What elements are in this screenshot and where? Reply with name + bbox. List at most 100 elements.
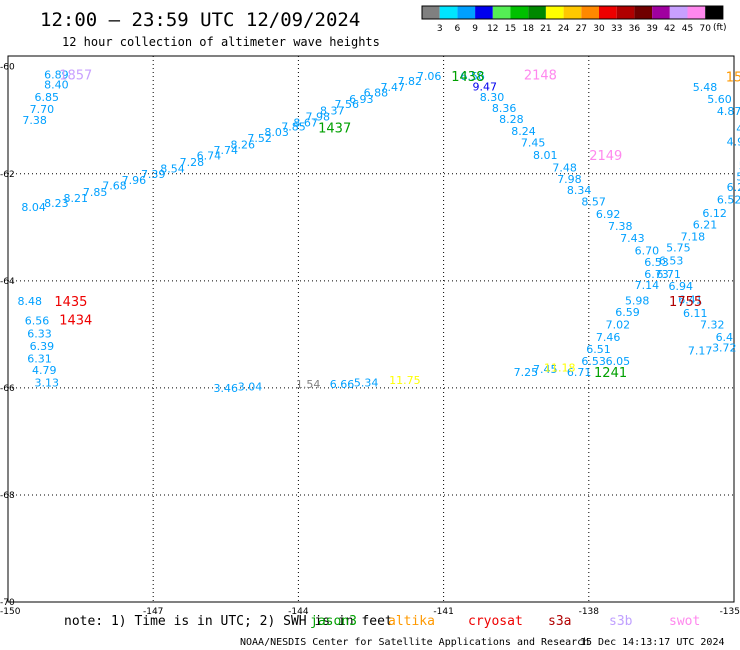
wave-height-point: 6.05 <box>606 355 631 368</box>
wave-height-point: 7.85 <box>83 186 108 199</box>
wave-height-point: 6.11 <box>683 307 708 320</box>
plot-frame <box>7 55 735 603</box>
axis-tick-labels: -150 -147 -144 -141 -138 -135 -60 -62 -64 -66 -68 -… <box>0 63 740 617</box>
wave-height-point: 7.38 <box>22 114 47 127</box>
legend-swatch <box>422 6 440 19</box>
wave-height-point: 7.85 <box>281 121 306 134</box>
footer-note: note: 1) Time is in UTC; 2) SWH is in fe… <box>64 614 393 629</box>
y-tick-label: -62 <box>0 170 15 180</box>
wave-height-point: 5.60 <box>707 93 732 106</box>
wave-height-point: 5.34 <box>354 377 379 390</box>
wave-height-point: 7.47 <box>381 81 406 94</box>
legend-swatch <box>634 6 653 19</box>
wave-height-point: 8.21 <box>64 192 89 205</box>
wave-height-point: 8.23 <box>44 197 69 210</box>
y-tick-label: -64 <box>0 277 15 287</box>
wave-height-point: 9.47 <box>472 81 497 94</box>
wave-height-point: 4.87 <box>717 105 740 118</box>
chart-subtitle: 12 hour collection of altimeter wave hei… <box>62 35 380 49</box>
wave-height-point: 8.40 <box>44 78 69 91</box>
wave-height-point: 7.70 <box>30 103 55 116</box>
legend-unit: (ft) <box>713 23 727 33</box>
wave-height-point: 4.95 <box>727 136 740 149</box>
chart-title: 12:00 – 23:59 UTC 12/09/2024 <box>40 9 360 31</box>
satellite-legend-item: altika <box>388 614 435 629</box>
legend-label: 45 <box>682 24 693 34</box>
pass-time-annotation: 1755 <box>669 295 702 310</box>
satellite-legend-item: cryosat <box>468 614 523 629</box>
wave-height-point: 7.06 <box>417 70 442 83</box>
wave-height-point: 8.34 <box>567 184 592 197</box>
wave-height-point: 6.88 <box>364 86 389 99</box>
satellite-legend-item: jason3 <box>310 614 357 629</box>
pass-time-annotation: 1437 <box>318 122 351 137</box>
wave-height-point: 6.12 <box>702 207 727 220</box>
wave-height-point: 3.72 <box>712 342 737 355</box>
wave-height-point: 7.98 <box>557 173 582 186</box>
legend-swatch <box>581 6 599 19</box>
wave-height-point: 8.28 <box>499 113 524 126</box>
wave-height-point: 6.51 <box>586 343 611 356</box>
wave-height-point: 8.01 <box>533 149 558 162</box>
legend-swatch <box>528 6 546 19</box>
legend-label: 3 <box>437 24 443 34</box>
legend-label: 9 <box>472 24 478 34</box>
y-tick-label: -66 <box>0 384 15 394</box>
legend-swatch <box>652 6 670 19</box>
legend-label: 42 <box>664 24 675 34</box>
satellite-legend-item: s3b <box>609 614 633 629</box>
x-tick-label: -150 <box>0 607 21 617</box>
wave-height-point: 8.30 <box>480 91 505 104</box>
y-tick-label: -70 <box>0 598 15 608</box>
legend-swatch <box>439 6 458 19</box>
wave-height-point: 7.98 <box>306 110 331 123</box>
wave-height-point: 6.71 <box>656 268 681 281</box>
legend-label: 12 <box>487 24 498 34</box>
wave-height-point: 7.56 <box>335 98 360 111</box>
legend-border <box>421 5 724 20</box>
wave-height-point: 6.73 <box>644 268 669 281</box>
wave-height-point: 5.98 <box>625 295 650 308</box>
wave-height-point: 8.24 <box>511 125 536 138</box>
pass-time-annotation: 2149 <box>589 149 622 164</box>
wave-height-point: 1.54 <box>296 378 321 391</box>
grid-lines <box>8 56 734 602</box>
legend-label: 36 <box>629 24 641 34</box>
legend-swatch <box>687 6 706 19</box>
pass-time-annotation: 1857 <box>59 69 92 84</box>
x-tick-label: -144 <box>288 607 309 617</box>
legend-swatch <box>475 6 493 19</box>
x-tick-label: -141 <box>433 607 453 617</box>
wave-height-point: 8.26 <box>230 138 255 151</box>
wave-height-point: 7.45 <box>521 137 546 150</box>
wave-height-point: 8.03 <box>264 126 289 139</box>
legend-label: 6 <box>455 24 461 34</box>
legend-label: 15 <box>505 24 516 34</box>
satellite-legend-item: s3a <box>548 614 571 629</box>
wave-height-point: 7.17 <box>688 344 713 357</box>
wave-height-point: 6.39 <box>30 340 55 353</box>
wave-height-point: 7.48 <box>552 161 577 174</box>
wave-height-point: 8.57 <box>581 196 606 209</box>
wave-height-point: 6.33 <box>27 327 52 340</box>
x-tick-label: -138 <box>579 607 600 617</box>
wave-height-point: 8.67 <box>293 116 318 129</box>
pass-time-annotation: 15 <box>726 70 740 85</box>
wave-height-point: 6.70 <box>635 244 660 257</box>
legend-swatch <box>457 6 476 19</box>
wave-height-point: 7.45 <box>533 363 558 376</box>
wave-height-point: 7.46 <box>596 331 621 344</box>
wave-height-point: 6.4 <box>716 331 734 344</box>
legend-label: 21 <box>540 24 551 34</box>
wave-height-point: 7.74 <box>214 144 239 157</box>
wave-height-point: 6.53 <box>581 355 606 368</box>
wave-height-point: 6.56 <box>25 314 50 327</box>
wave-height-point: 6.93 <box>349 93 374 106</box>
wave-height-point: 7.68 <box>102 180 127 193</box>
wave-height-point: 6.71 <box>567 366 592 379</box>
legend-swatch <box>599 6 617 19</box>
wave-height-point: 6.52 <box>717 193 740 206</box>
wave-height-point: 7.02 <box>606 319 631 332</box>
wave-height-point: 6.20 <box>727 181 740 194</box>
